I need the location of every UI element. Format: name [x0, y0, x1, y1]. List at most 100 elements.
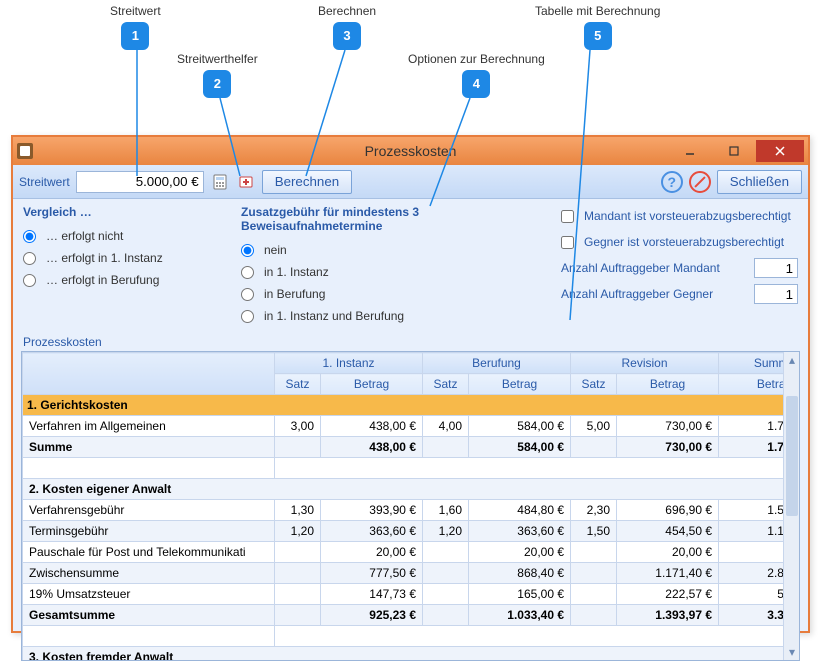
table-row: Terminsgebühr 1,20 363,60 € 1,20 363,60 … [23, 521, 801, 542]
table-wrap: 1. Instanz Berufung Revision Summe Satz … [21, 351, 800, 661]
cell: 454,50 € [617, 521, 719, 542]
cell: 438,00 € [321, 416, 423, 437]
cell [275, 563, 321, 584]
header-betrag: Betrag [617, 374, 719, 395]
vergleich-opt-1[interactable]: … erfolgt nicht [23, 225, 241, 247]
label: nein [264, 243, 287, 257]
table-row [23, 626, 801, 647]
table-header-row-1: 1. Instanz Berufung Revision Summe [23, 353, 801, 374]
cell: 363,60 € [321, 521, 423, 542]
minimize-button[interactable] [668, 140, 712, 162]
cell: 222,57 € [617, 584, 719, 605]
cell: 777,50 € [321, 563, 423, 584]
scroll-thumb[interactable] [786, 396, 798, 516]
vergleich-opt-3[interactable]: … erfolgt in Berufung [23, 269, 241, 291]
callout-3: Berechnen 3 [318, 4, 376, 50]
cell [275, 584, 321, 605]
cell [423, 605, 469, 626]
callout-label: Optionen zur Berechnung [408, 52, 545, 66]
gegner-vst[interactable]: Gegner ist vorsteuerabzugsberechtigt [561, 231, 798, 253]
cell: 20,00 € [617, 542, 719, 563]
cell: 363,60 € [469, 521, 571, 542]
cell-name: 19% Umsatzsteuer [23, 584, 275, 605]
cell [275, 542, 321, 563]
callout-badge: 1 [121, 22, 149, 50]
callout-badge: 2 [203, 70, 231, 98]
cell [275, 605, 321, 626]
cell: 730,00 € [617, 437, 719, 458]
radio[interactable] [23, 274, 36, 287]
table-row [23, 458, 801, 479]
cell: 484,80 € [469, 500, 571, 521]
cell: 696,90 € [617, 500, 719, 521]
checkbox[interactable] [561, 236, 574, 249]
cell: 20,00 € [321, 542, 423, 563]
callout-label: Berechnen [318, 4, 376, 18]
section-label: 1. Gerichtskosten [23, 395, 801, 416]
anzahl-gegner-input[interactable] [754, 284, 798, 304]
cell: 1.171,40 € [617, 563, 719, 584]
anzahl-gegner-row: Anzahl Auftraggeber Gegner [561, 283, 798, 305]
cell: 5,00 [571, 416, 617, 437]
checkbox[interactable] [561, 210, 574, 223]
schliessen-button[interactable]: Schließen [717, 170, 802, 194]
right-options: Mandant ist vorsteuerabzugsberechtigt Ge… [561, 205, 798, 327]
header-satz: Satz [571, 374, 617, 395]
header-betrag: Betrag [321, 374, 423, 395]
helper-icon[interactable] [236, 172, 256, 192]
mandant-vst[interactable]: Mandant ist vorsteuerabzugsberechtigt [561, 205, 798, 227]
cell [571, 437, 617, 458]
radio[interactable] [241, 244, 254, 257]
callout-1: Streitwert 1 [110, 4, 161, 50]
radio[interactable] [241, 288, 254, 301]
vergleich-opt-2[interactable]: … erfolgt in 1. Instanz [23, 247, 241, 269]
close-button[interactable] [756, 140, 804, 162]
callout-badge: 4 [462, 70, 490, 98]
cancel-icon[interactable] [689, 171, 711, 193]
label: in 1. Instanz [264, 265, 329, 279]
table-row: Verfahren im Allgemeinen 3,00 438,00 € 4… [23, 416, 801, 437]
titlebar[interactable]: Prozesskosten [13, 137, 808, 165]
label: … erfolgt nicht [46, 229, 123, 243]
section-label: 2. Kosten eigener Anwalt [23, 479, 801, 500]
scroll-up-icon[interactable]: ▴ [784, 352, 800, 368]
cell [571, 563, 617, 584]
label: Anzahl Auftraggeber Mandant [561, 261, 720, 275]
streitwert-input[interactable] [76, 171, 204, 193]
anzahl-mandant-input[interactable] [754, 258, 798, 278]
app-window: Prozesskosten Streitwert Berechnen ? Sch… [11, 135, 810, 633]
callout-5: Tabelle mit Berechnung 5 [535, 4, 660, 50]
zusatz-group: Zusatzgebühr für mindestens 3 Beweisaufn… [241, 205, 561, 327]
maximize-button[interactable] [712, 140, 756, 162]
callout-label: Tabelle mit Berechnung [535, 4, 660, 18]
radio[interactable] [23, 252, 36, 265]
vergleich-group: Vergleich … … erfolgt nicht … erfolgt in… [23, 205, 241, 327]
label: … erfolgt in Berufung [46, 273, 159, 287]
cell [423, 437, 469, 458]
cell: 868,40 € [469, 563, 571, 584]
scroll-down-icon[interactable]: ▾ [784, 644, 800, 660]
label: Anzahl Auftraggeber Gegner [561, 287, 713, 301]
cell: 3,00 [275, 416, 321, 437]
radio[interactable] [241, 310, 254, 323]
cell-name: Summe [23, 437, 275, 458]
radio[interactable] [23, 230, 36, 243]
zusatz-opt-4[interactable]: in 1. Instanz und Berufung [241, 305, 561, 327]
vertical-scrollbar[interactable]: ▴ ▾ [783, 352, 799, 660]
cell [275, 437, 321, 458]
header-berufung: Berufung [423, 353, 571, 374]
cell-name: Pauschale für Post und Telekommunikati [23, 542, 275, 563]
cell: 730,00 € [617, 416, 719, 437]
zusatz-opt-1[interactable]: nein [241, 239, 561, 261]
header-betrag: Betrag [469, 374, 571, 395]
cell: 147,73 € [321, 584, 423, 605]
radio[interactable] [241, 266, 254, 279]
calculator-icon[interactable] [210, 172, 230, 192]
zusatz-opt-3[interactable]: in Berufung [241, 283, 561, 305]
berechnen-button[interactable]: Berechnen [262, 170, 352, 194]
zusatz-opt-2[interactable]: in 1. Instanz [241, 261, 561, 283]
help-icon[interactable]: ? [661, 171, 683, 193]
window-title: Prozesskosten [365, 143, 457, 159]
cell: 438,00 € [321, 437, 423, 458]
table-title: Prozesskosten [13, 331, 808, 351]
